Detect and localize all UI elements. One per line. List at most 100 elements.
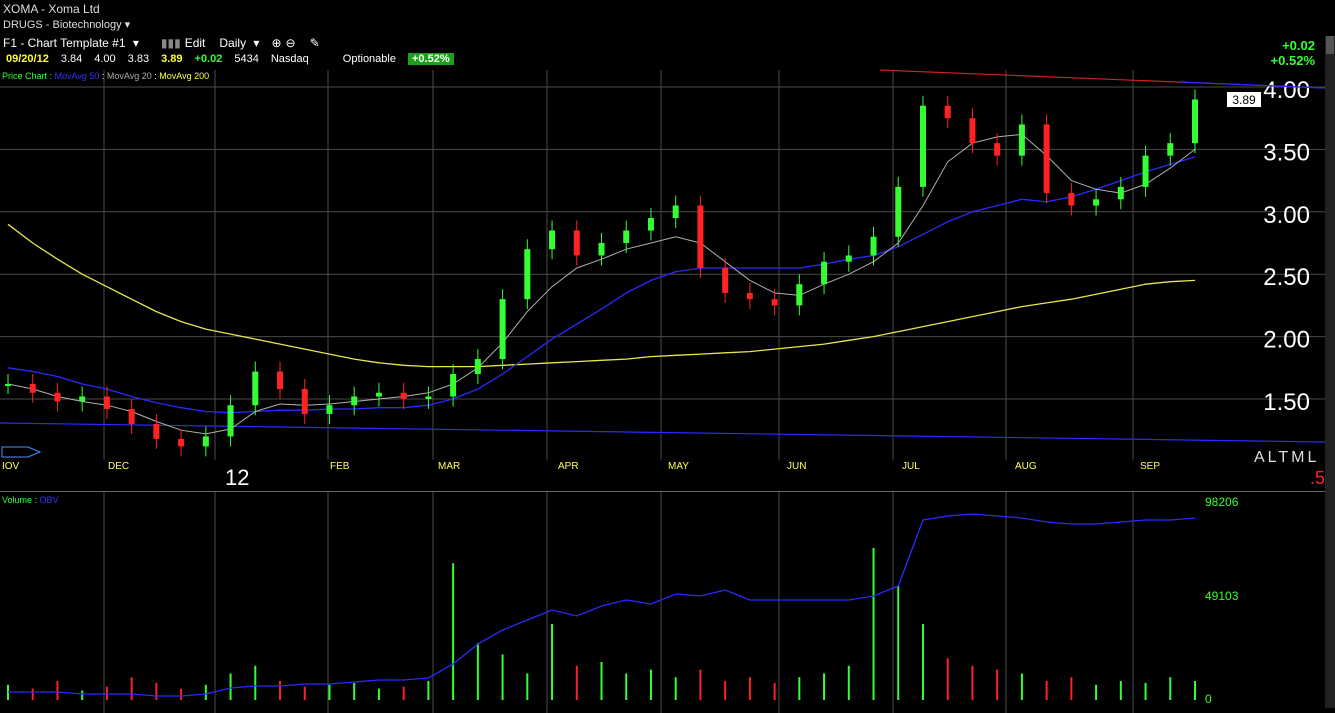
volume-legend: Volume : OBV bbox=[2, 495, 59, 505]
candle-body bbox=[647, 218, 654, 231]
chevron-down-icon: ▾ bbox=[132, 36, 139, 50]
candle-body bbox=[1167, 143, 1174, 156]
candle-body bbox=[746, 292, 753, 300]
y-tick-label: 2.00 bbox=[1263, 327, 1310, 354]
candle-body bbox=[623, 230, 630, 243]
template-label: F1 - Chart Template #1 bbox=[3, 36, 126, 50]
x-tick-label: MAY bbox=[668, 461, 689, 472]
candle-body bbox=[178, 438, 185, 447]
x-tick-label: AUG bbox=[1015, 461, 1037, 472]
quote-high: 4.00 bbox=[94, 53, 116, 65]
pencil-icon[interactable]: ✎ bbox=[309, 36, 320, 50]
candle-body bbox=[549, 230, 556, 250]
altml-label[interactable]: ALTML bbox=[1254, 449, 1320, 466]
candle-body bbox=[375, 392, 382, 397]
chevron-down-icon: ▾ bbox=[253, 36, 260, 50]
candle-body bbox=[450, 374, 457, 397]
industry-group-label: DRUGS - Biotechnology bbox=[3, 19, 122, 31]
right-pct: +0.52% bbox=[1270, 53, 1315, 68]
ma50-line bbox=[7, 156, 1196, 414]
candle-body bbox=[54, 392, 61, 402]
resistance-trendline-tail bbox=[1179, 81, 1326, 89]
candle-body bbox=[1068, 193, 1075, 206]
quote-close: 3.89 bbox=[161, 53, 183, 65]
period-label: Daily bbox=[219, 36, 247, 50]
right-change: +0.02 bbox=[1282, 38, 1315, 53]
chevron-down-icon: ▾ bbox=[124, 19, 131, 31]
candle-body bbox=[103, 396, 110, 409]
edit-button[interactable]: Edit bbox=[184, 36, 206, 50]
candle-body bbox=[29, 384, 36, 393]
scrollbar-thumb[interactable] bbox=[1326, 36, 1334, 54]
volume-y-tick-label: 49103 bbox=[1205, 589, 1239, 603]
candle-body bbox=[1093, 199, 1100, 206]
candle-body bbox=[598, 243, 605, 256]
candle-body bbox=[425, 396, 432, 399]
candle-body bbox=[1018, 124, 1025, 156]
candle-body bbox=[919, 105, 926, 187]
quote-low: 3.83 bbox=[127, 53, 150, 65]
ma200-label: MovAvg 200 bbox=[159, 71, 210, 81]
candle-body bbox=[400, 392, 407, 399]
x-tick-label: SEP bbox=[1140, 461, 1160, 472]
candle-body bbox=[573, 230, 580, 256]
pct-change-badge: +0.52% bbox=[407, 53, 454, 65]
quote-bar: 09/20/12 3.84 4.00 3.83 3.89 +0.02 5434 … bbox=[6, 53, 454, 65]
candle-body bbox=[1142, 155, 1149, 187]
bars-icon: ▮▮▮ bbox=[160, 36, 181, 50]
candle-body bbox=[672, 205, 679, 219]
y-tick-label: 2.50 bbox=[1263, 264, 1310, 291]
pane-divider[interactable] bbox=[0, 491, 1325, 492]
volume-label: Volume : bbox=[2, 495, 38, 505]
ma50-label: MovAvg 50 bbox=[54, 71, 100, 81]
candle-body bbox=[128, 408, 135, 424]
industry-group[interactable]: DRUGS - Biotechnology ▾ bbox=[3, 18, 130, 31]
x-tick-label: JUN bbox=[787, 461, 806, 472]
vertical-scrollbar[interactable] bbox=[1325, 36, 1335, 708]
x-tick-label: 12 bbox=[225, 465, 249, 490]
y-tick-label: 3.50 bbox=[1263, 139, 1310, 166]
quote-change: +0.02 bbox=[194, 53, 223, 65]
obv-line bbox=[8, 513, 1196, 697]
price-legend: Price Chart : MovAvg 50 : MovAvg 20 : Mo… bbox=[2, 71, 210, 81]
template-dropdown[interactable]: F1 - Chart Template #1 ▾ bbox=[3, 36, 143, 50]
zoom-out-icon[interactable]: ⊖ bbox=[285, 36, 296, 50]
optionable-label: Optionable bbox=[342, 53, 396, 65]
candle-body bbox=[821, 261, 828, 285]
symbol-title: XOMA - Xoma Ltd bbox=[3, 2, 100, 16]
candle-body bbox=[895, 186, 902, 237]
quote-exchange: Nasdaq bbox=[270, 53, 309, 65]
quote-volume: 5434 bbox=[234, 53, 259, 65]
last-price-label: 3.89 bbox=[1232, 93, 1256, 107]
candle-body bbox=[326, 405, 333, 414]
scroll-left-arrow-icon bbox=[1, 446, 42, 458]
candle-body bbox=[1043, 124, 1050, 194]
volume-chart[interactable]: 98206 49103 0 bbox=[0, 492, 1335, 713]
candle-body bbox=[499, 299, 506, 360]
candle-body bbox=[524, 249, 531, 300]
candle-body bbox=[153, 423, 160, 439]
zoom-in-icon[interactable]: ⊕ bbox=[271, 36, 282, 50]
price-chart[interactable]: 1.50 2.00 2.50 3.00 3.50 4.00 IOV DEC 12 FEB MAR AP… bbox=[0, 0, 1335, 490]
candle-body bbox=[79, 396, 86, 402]
last-price-box bbox=[1227, 92, 1261, 107]
x-tick-label: IOV bbox=[2, 461, 20, 472]
candle-body bbox=[5, 384, 11, 387]
long-term-base-line bbox=[0, 422, 1326, 443]
x-tick-label: APR bbox=[558, 461, 579, 472]
x-tick-label: JUL bbox=[902, 461, 920, 472]
candle-body bbox=[994, 143, 1001, 156]
candle-body bbox=[227, 405, 234, 437]
ma20-label: MovAvg 20 bbox=[106, 71, 152, 81]
candle-body bbox=[697, 205, 704, 268]
volume-y-tick-label: 0 bbox=[1205, 692, 1212, 706]
volume-y-tick-label: 98206 bbox=[1205, 495, 1239, 509]
quote-date: 09/20/12 bbox=[6, 53, 49, 65]
candle-body bbox=[944, 105, 951, 119]
price-chart-label: Price Chart : bbox=[2, 71, 53, 81]
candle-body bbox=[351, 396, 358, 406]
quote-open: 3.84 bbox=[60, 53, 83, 65]
candle-body bbox=[301, 389, 308, 414]
period-dropdown[interactable]: Daily ▾ bbox=[219, 36, 263, 50]
candle-body bbox=[202, 436, 209, 447]
